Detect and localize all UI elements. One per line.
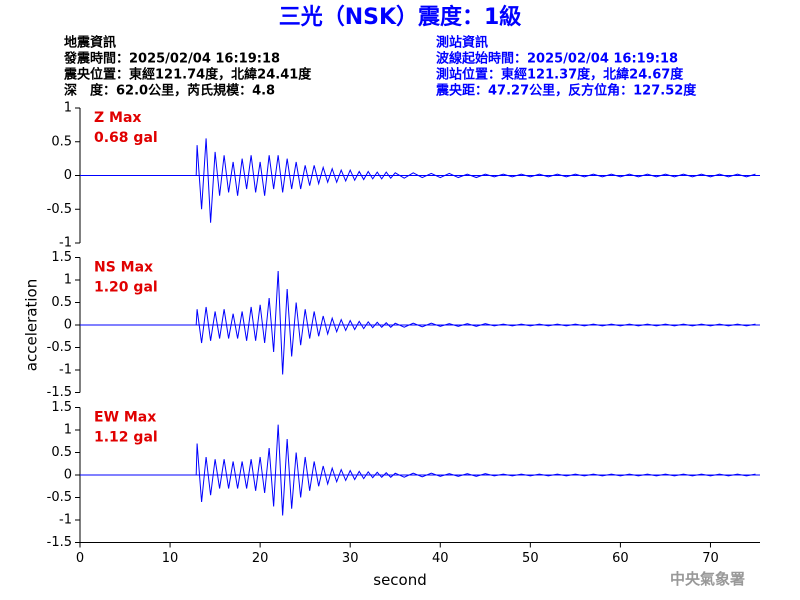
panel-label: 1.12 gal: [94, 430, 158, 446]
info-text: 深 度：62.0公里，芮氏規模：4.8: [64, 83, 275, 99]
info-text: 震央位置：東經121.74度，北緯24.41度: [63, 67, 312, 83]
y-tick-label: 1: [64, 101, 72, 116]
waveform: [80, 270, 756, 375]
panel-label: EW Max: [94, 410, 156, 426]
x-tick-label: 70: [702, 551, 719, 566]
y-tick-label: 1.5: [51, 400, 72, 415]
y-tick-label: 1: [64, 273, 72, 288]
panel-label: NS Max: [94, 260, 153, 276]
waveform: [80, 424, 756, 516]
y-tick-label: 0: [64, 318, 72, 333]
y-tick-label: 0: [64, 468, 72, 483]
y-tick-label: -1.5: [47, 535, 72, 550]
y-axis-label: acceleration: [23, 279, 41, 371]
x-tick-label: 60: [612, 551, 629, 566]
waveform: [80, 138, 756, 223]
y-tick-label: 0.5: [51, 134, 72, 149]
x-tick-label: 30: [342, 551, 359, 566]
y-tick-label: 0.5: [51, 445, 72, 460]
info-text: 測站位置：東經121.37度，北緯24.67度: [436, 67, 684, 83]
y-tick-label: 1: [64, 423, 72, 438]
y-tick-label: -1: [59, 236, 72, 251]
x-tick-label: 10: [162, 551, 179, 566]
x-tick-label: 50: [522, 551, 539, 566]
x-tick-label: 0: [76, 551, 84, 566]
chart-title: 三光（NSK）震度：1級: [279, 4, 522, 30]
y-tick-label: -1.5: [47, 385, 72, 400]
y-tick-label: -0.5: [47, 340, 72, 355]
panel-label: 0.68 gal: [94, 130, 158, 146]
y-tick-label: -1: [59, 363, 72, 378]
y-tick-label: -0.5: [47, 490, 72, 505]
x-tick-label: 20: [252, 551, 269, 566]
info-text: 震央距：47.27公里，反方位角：127.52度: [435, 83, 697, 99]
y-tick-label: 1.5: [51, 250, 72, 265]
info-text: 發震時間：2025/02/04 16:19:18: [63, 51, 280, 67]
panel-label: 1.20 gal: [94, 280, 158, 296]
y-tick-label: -0.5: [47, 202, 72, 217]
info-text: 波線起始時間：2025/02/04 16:19:18: [436, 51, 678, 67]
info-text: 地震資訊: [64, 35, 116, 51]
watermark: 中央氣象署: [670, 570, 745, 588]
y-tick-label: -1: [59, 513, 72, 528]
panel-label: Z Max: [94, 110, 141, 126]
info-text: 測站資訊: [436, 35, 488, 51]
x-axis-label: second: [373, 571, 427, 589]
y-tick-label: 0: [64, 168, 72, 183]
x-tick-label: 40: [432, 551, 449, 566]
y-tick-label: 0.5: [51, 295, 72, 310]
